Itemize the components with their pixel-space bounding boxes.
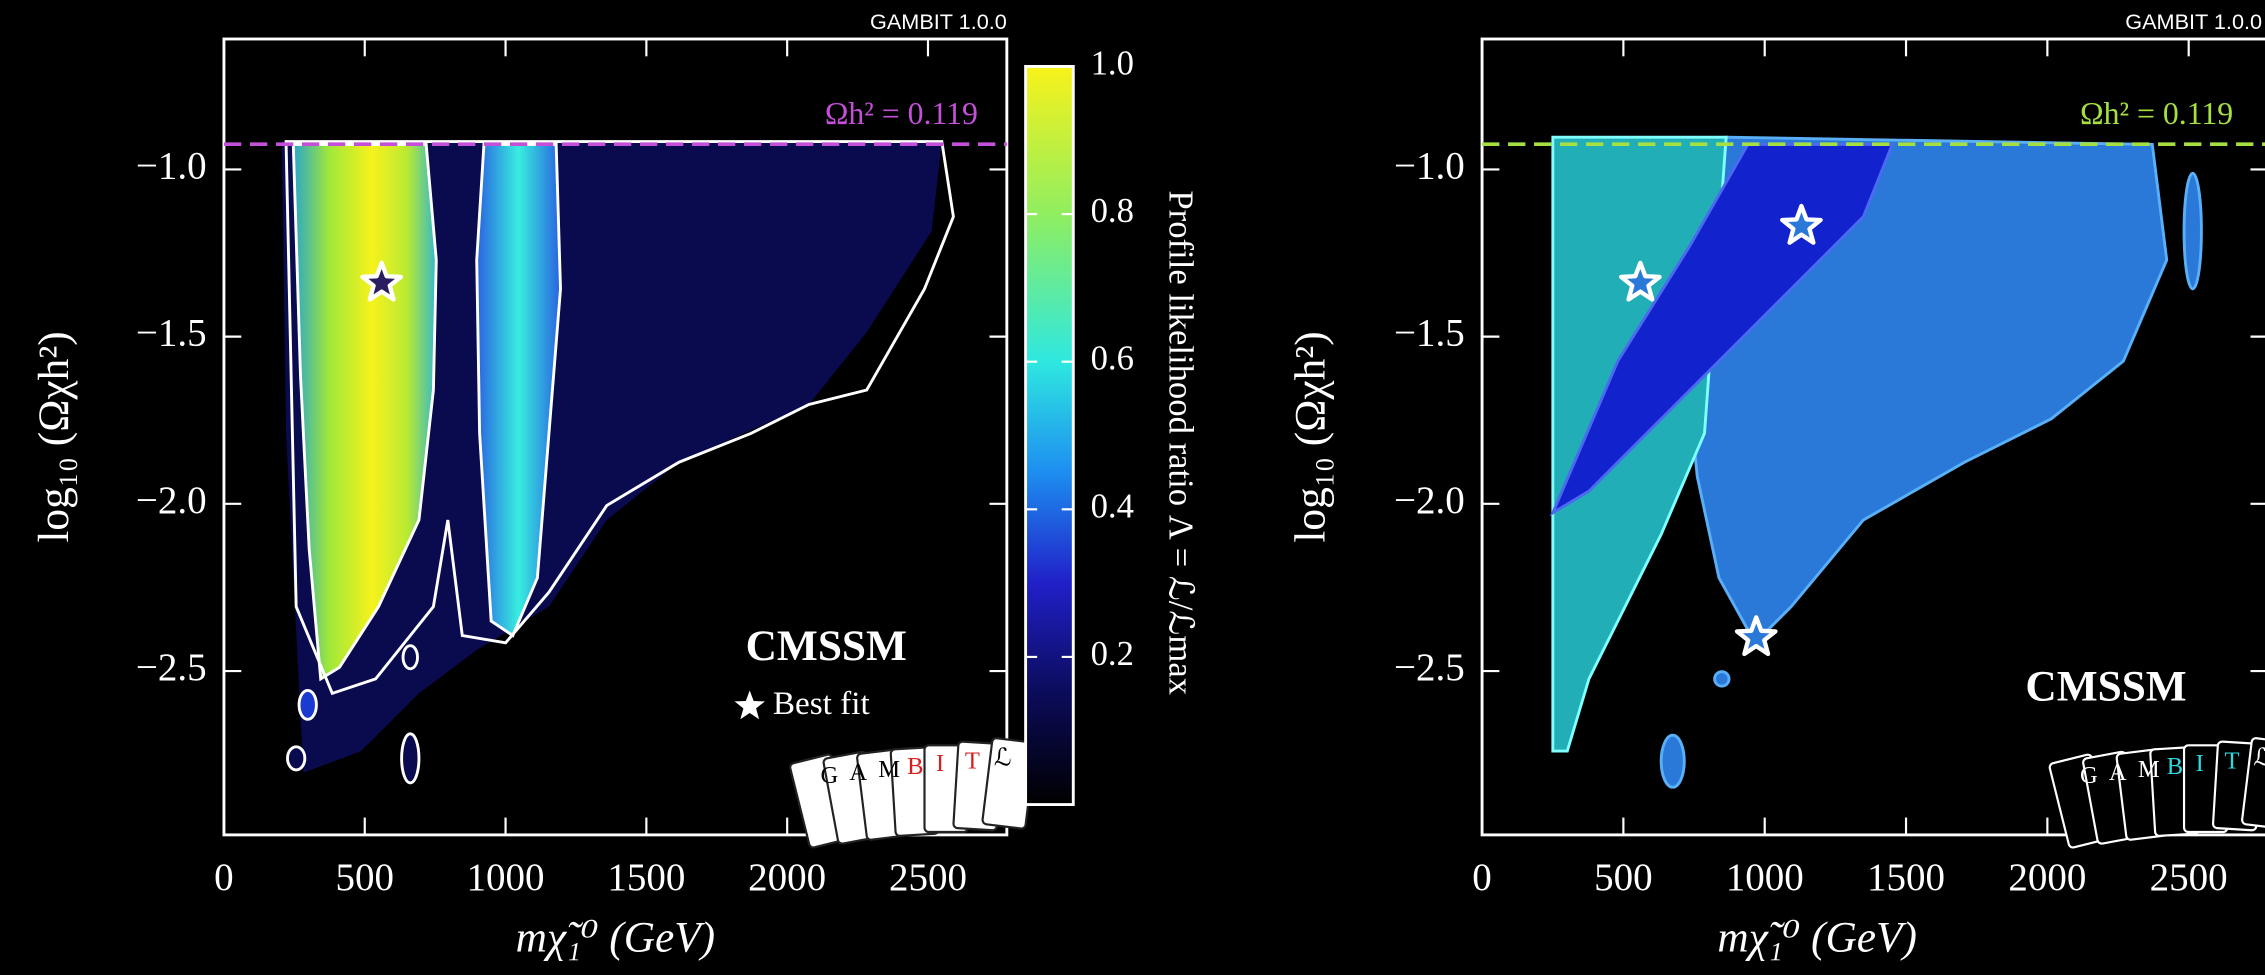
- plot-frame: [222, 37, 1009, 837]
- card-letter: G: [2080, 762, 2098, 789]
- x-tick-label: 1000: [467, 856, 545, 899]
- colorbar-tick-label: 0.4: [1091, 487, 1134, 525]
- y-tick-label: −2.0: [136, 479, 207, 522]
- y-tick-label: −2.5: [1394, 646, 1465, 689]
- y-tick-label: −2.0: [1394, 479, 1465, 522]
- card-letter: ℒ: [994, 744, 1012, 771]
- x-tick-label: 500: [336, 856, 394, 899]
- gambit-logo: [789, 737, 1037, 849]
- card-letter: M: [878, 756, 900, 783]
- x-tick-label: 2500: [2150, 856, 2228, 899]
- card-letter: G: [821, 762, 839, 789]
- card: [2241, 737, 2265, 830]
- credit: GAMBIT 1.0.0: [870, 9, 1007, 34]
- model-label: CMSSM: [746, 622, 907, 670]
- relic-density-label: Ωh² = 0.119: [825, 96, 978, 131]
- x-tick-label: 1500: [1867, 856, 1945, 899]
- best-fit-star: [360, 260, 404, 302]
- credit: GAMBIT 1.0.0: [2125, 9, 2262, 34]
- colorbar-tick-label: 0.6: [1091, 340, 1134, 378]
- colorbar-tick-label: 1.0: [1091, 44, 1134, 82]
- y-tick-label: −2.5: [136, 646, 207, 689]
- x-tick-label: 2500: [889, 856, 967, 899]
- plot-frame: [1480, 37, 2265, 837]
- gambit-logo: [2048, 737, 2265, 849]
- colorbar: [1024, 65, 1075, 806]
- y-axis-label: log₁₀ (Ωχh²): [30, 331, 78, 542]
- best-fit-star: [1618, 260, 1662, 302]
- y-tick-label: −1.0: [136, 144, 207, 187]
- x-tick-label: 1000: [1726, 856, 1804, 899]
- y-tick-label: −1.5: [1394, 312, 1465, 355]
- y-axis-label: log₁₀ (Ωχh²): [1286, 331, 1334, 542]
- y-tick-label: −1.5: [136, 312, 207, 355]
- card-letter: A: [2109, 759, 2127, 786]
- colorbar-tick-label: 0.2: [1091, 635, 1134, 673]
- card-letter: M: [2138, 756, 2160, 783]
- card-letter: ℒ: [2253, 744, 2265, 771]
- colorbar-tick-label: 0.8: [1091, 192, 1134, 230]
- colorbar-label: Profile likelihood ratio Λ = ℒ/ℒmax: [1161, 190, 1199, 695]
- card-letter: T: [2225, 747, 2240, 774]
- card-letter: A: [849, 759, 867, 786]
- logo-card: [2241, 737, 2265, 830]
- relic-density-label: Ωh² = 0.119: [2080, 96, 2233, 131]
- x-axis-label: mχ̃₁⁰ (GeV): [1717, 914, 1916, 962]
- x-tick-label: 500: [1594, 856, 1653, 899]
- x-tick-label: 0: [1472, 856, 1492, 899]
- x-axis-label: mχ̃₁⁰ (GeV): [516, 914, 715, 962]
- card-letter: T: [965, 747, 980, 774]
- card-letter: I: [2196, 750, 2204, 777]
- legend-label: Best fit: [773, 685, 871, 722]
- legend-star: [734, 690, 765, 720]
- x-tick-label: 2000: [2008, 856, 2086, 899]
- card-letter: I: [936, 750, 944, 777]
- y-tick-label: −1.0: [1394, 144, 1465, 187]
- card-letter: B: [907, 753, 923, 780]
- x-tick-label: 2000: [748, 856, 826, 899]
- model-label: CMSSM: [2025, 662, 2186, 710]
- card-letter: B: [2167, 753, 2183, 780]
- x-tick-label: 0: [214, 856, 234, 899]
- best-fit-star: [1780, 203, 1823, 245]
- x-tick-label: 1500: [607, 856, 685, 899]
- best-fit-star: [1734, 615, 1778, 657]
